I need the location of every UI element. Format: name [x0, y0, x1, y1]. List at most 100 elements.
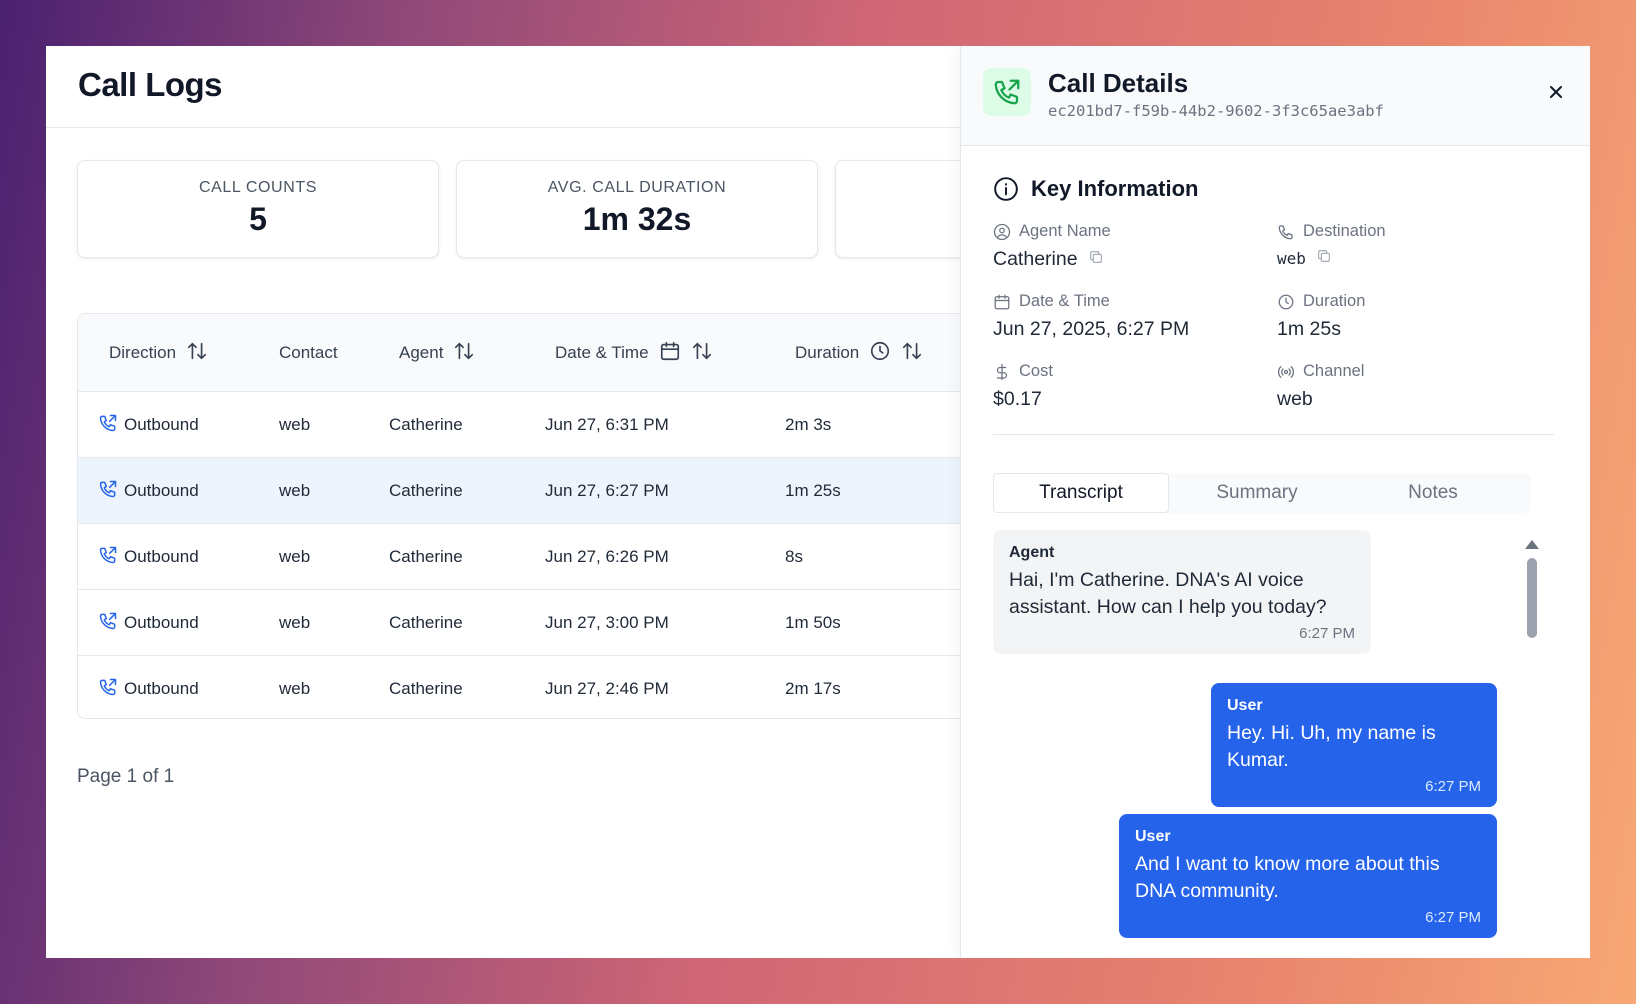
- phone-icon: [1278, 224, 1293, 239]
- sort-icon[interactable]: [186, 340, 208, 367]
- phone-outgoing-icon: [98, 479, 118, 504]
- close-button[interactable]: [1542, 78, 1570, 106]
- agent-cell: Catherine: [389, 547, 463, 566]
- info-destination: Destination web: [1277, 222, 1386, 268]
- message-time: 6:27 PM: [1425, 778, 1481, 795]
- datetime-cell: Jun 27, 6:27 PM: [545, 481, 669, 500]
- agent-name-value: Catherine: [993, 248, 1078, 270]
- phone-outgoing-icon: [98, 545, 118, 570]
- scroll-up-icon[interactable]: [1525, 540, 1539, 549]
- column-label: Duration: [795, 343, 860, 362]
- agent-cell: Catherine: [389, 481, 463, 500]
- direction-label: Outbound: [124, 547, 199, 566]
- info-icon: [994, 177, 1018, 201]
- message-role: User: [1227, 697, 1263, 714]
- transcript-scrollbar[interactable]: [1525, 540, 1539, 958]
- sort-icon[interactable]: [901, 340, 923, 367]
- app-window: Call Logs CALL COUNTS 5 AVG. CALL DURATI…: [46, 46, 1590, 958]
- stat-value: 1m 32s: [582, 201, 692, 237]
- user-circle-icon: [993, 223, 1011, 240]
- cost-value: $0.17: [993, 388, 1042, 410]
- tab-transcript[interactable]: Transcript: [993, 473, 1169, 513]
- clock-icon[interactable]: [869, 340, 891, 367]
- duration-cell: 1m 25s: [785, 481, 841, 500]
- stat-label: CALL COUNTS: [198, 179, 318, 196]
- info-label: Destination: [1277, 222, 1386, 241]
- broadcast-icon: [1277, 365, 1295, 378]
- column-header-agent[interactable]: Agent: [399, 314, 475, 392]
- duration-cell: 2m 17s: [785, 679, 841, 698]
- info-label: Cost: [993, 362, 1053, 381]
- message-time: 6:27 PM: [1425, 909, 1481, 926]
- info-channel: Channel web: [1277, 362, 1364, 411]
- info-value: web: [1277, 388, 1364, 411]
- direction-label: Outbound: [124, 613, 199, 632]
- message-text: Hey. Hi. Uh, my name is Kumar.: [1227, 722, 1436, 771]
- call-logs-table: Direction Contact Agent Date & Time Dura…: [77, 313, 960, 719]
- page-header: Call Logs: [46, 46, 960, 128]
- duration-cell: 1m 50s: [785, 613, 841, 632]
- phone-outgoing-icon: [98, 413, 118, 438]
- direction-cell: Outbound: [98, 458, 199, 524]
- transcript-list: Agent Hai, I'm Catherine. DNA's AI voice…: [993, 530, 1513, 958]
- stat-label: AVG. CALL DURATION: [547, 179, 727, 196]
- column-header-duration[interactable]: Duration: [795, 314, 923, 392]
- stats-row: CALL COUNTS 5 AVG. CALL DURATION 1m 32s: [77, 160, 960, 258]
- info-date-time: Date & Time Jun 27, 2025, 6:27 PM: [993, 292, 1189, 341]
- phone-outgoing-icon: [983, 68, 1031, 116]
- phone-outgoing-icon: [98, 611, 118, 636]
- column-header-direction[interactable]: Direction: [109, 314, 208, 392]
- message-user: User And I want to know more about this …: [1119, 814, 1497, 938]
- stat-card-avg-duration: AVG. CALL DURATION 1m 32s: [456, 160, 818, 258]
- info-label: Agent Name: [993, 222, 1111, 241]
- drawer-title: Call Details: [1048, 68, 1189, 98]
- info-label-text: Date & Time: [1019, 292, 1110, 310]
- table-row[interactable]: Outbound web Catherine Jun 27, 2:46 PM 2…: [78, 656, 960, 718]
- key-information-heading: Key Information: [993, 176, 1198, 202]
- table-row-selected[interactable]: Outbound web Catherine Jun 27, 6:27 PM 1…: [78, 458, 960, 524]
- sort-icon[interactable]: [691, 340, 713, 367]
- dollar-icon: [996, 363, 1008, 380]
- direction-label: Outbound: [124, 415, 199, 434]
- datetime-cell: Jun 27, 2:46 PM: [545, 679, 669, 698]
- destination-value: web: [1277, 248, 1306, 268]
- stat-card-call-counts: CALL COUNTS 5: [77, 160, 439, 258]
- column-label: Date & Time: [555, 343, 649, 362]
- call-id: ec201bd7-f59b-44b2-9602-3f3c65ae3abf: [1048, 102, 1384, 120]
- drawer-header: Call Details ec201bd7-f59b-44b2-9602-3f3…: [961, 46, 1590, 146]
- direction-label: Outbound: [124, 481, 199, 500]
- duration-cell: 2m 3s: [785, 415, 832, 434]
- stat-value: 5: [249, 201, 267, 237]
- table-row[interactable]: Outbound web Catherine Jun 27, 3:00 PM 1…: [78, 590, 960, 656]
- message-role: User: [1135, 828, 1171, 845]
- copy-icon[interactable]: [1088, 248, 1104, 271]
- table-row[interactable]: Outbound web Catherine Jun 27, 6:31 PM 2…: [78, 392, 960, 458]
- direction-cell: Outbound: [98, 656, 199, 718]
- info-cost: Cost $0.17: [993, 362, 1053, 411]
- contact-cell: web: [279, 547, 311, 566]
- column-header-contact: Contact: [279, 314, 338, 392]
- close-icon: [1550, 86, 1562, 98]
- info-label: Date & Time: [993, 292, 1189, 311]
- tab-summary[interactable]: Summary: [1216, 482, 1298, 503]
- divider: [993, 434, 1554, 435]
- tab-notes[interactable]: Notes: [1408, 482, 1458, 503]
- info-label: Duration: [1277, 292, 1365, 311]
- page-title: Call Logs: [78, 66, 223, 103]
- info-value: $0.17: [993, 388, 1053, 411]
- info-value: Jun 27, 2025, 6:27 PM: [993, 318, 1189, 341]
- info-duration: Duration 1m 25s: [1277, 292, 1365, 341]
- stat-card-third: [835, 160, 960, 258]
- column-label: Agent: [399, 343, 444, 362]
- info-value: web: [1277, 248, 1386, 268]
- channel-value: web: [1277, 388, 1313, 410]
- scroll-thumb[interactable]: [1527, 558, 1537, 638]
- table-header: Direction Contact Agent Date & Time Dura…: [78, 314, 960, 392]
- column-header-datetime[interactable]: Date & Time: [555, 314, 713, 392]
- copy-icon[interactable]: [1316, 248, 1332, 268]
- calendar-icon[interactable]: [659, 340, 681, 367]
- sort-icon[interactable]: [453, 340, 475, 367]
- table-row[interactable]: Outbound web Catherine Jun 27, 6:26 PM 8…: [78, 524, 960, 590]
- info-value: 1m 25s: [1277, 318, 1365, 341]
- info-label-text: Duration: [1303, 292, 1366, 310]
